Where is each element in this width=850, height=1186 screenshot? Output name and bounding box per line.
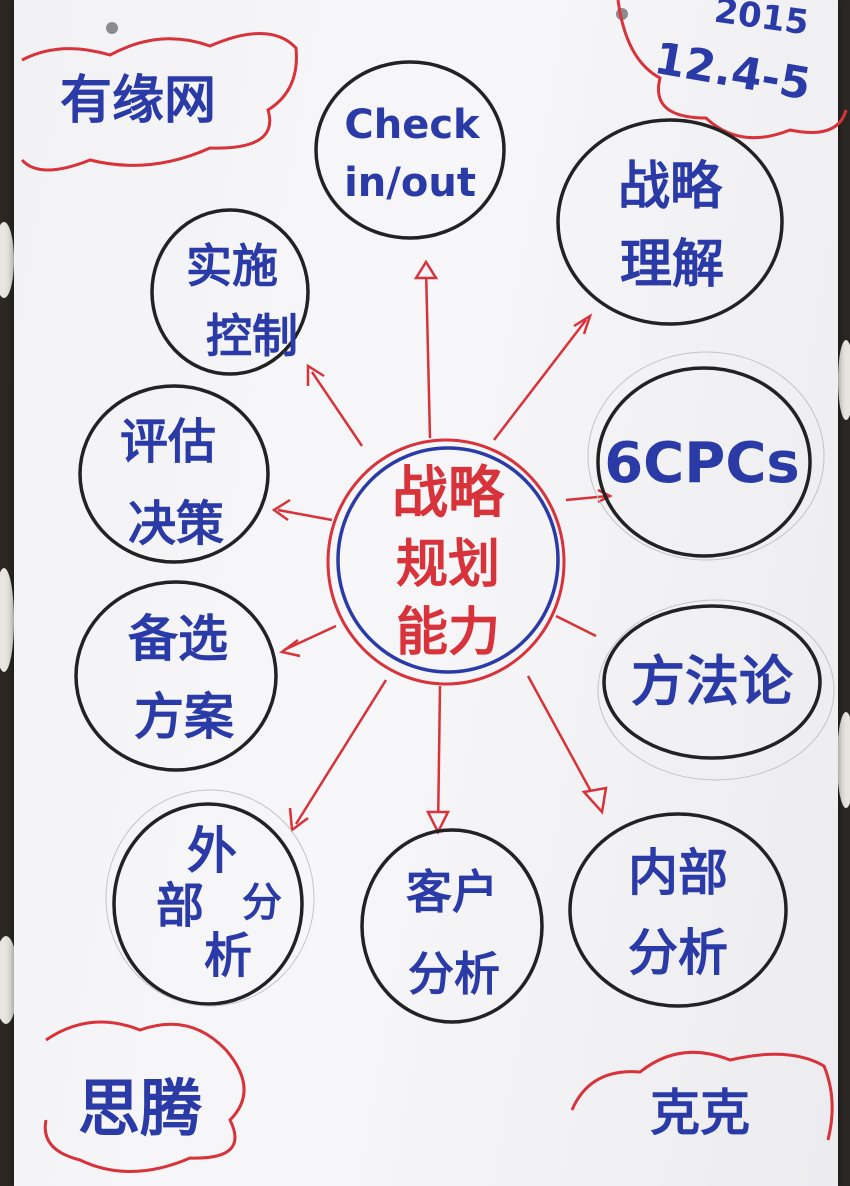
arrow-to-evaluation-decision xyxy=(277,508,333,522)
strategy-understanding-line-1: 战略 xyxy=(618,157,723,217)
external-analysis-line-1: 外 xyxy=(187,822,237,880)
center-line-2: 规划 xyxy=(396,535,500,595)
binder-hole xyxy=(106,22,118,34)
six-cpcs-label: 6CPCs xyxy=(604,431,800,496)
circle-evaluation-decision xyxy=(78,384,270,564)
arrow-to-6cpcs xyxy=(565,494,609,502)
arrow-to-implementation-control xyxy=(310,371,364,447)
check-line-2: in/out xyxy=(344,160,476,206)
circle-implementation-control xyxy=(150,208,310,376)
flip-chart-paper xyxy=(14,0,838,1186)
alternatives-line-1: 备选 xyxy=(128,610,228,668)
bottom-right-label: 克克 xyxy=(650,1084,750,1142)
circle-methodology xyxy=(602,604,822,760)
center-line-3: 能力 xyxy=(396,603,500,663)
cloud-bottom-right xyxy=(570,1050,834,1141)
customer-analysis-line-1: 客户 xyxy=(406,865,498,919)
circle-internal-analysis xyxy=(568,812,788,1008)
arrow-to-customer-analysis xyxy=(436,685,442,831)
center-line-1: 战略 xyxy=(392,461,505,526)
cloud-top-right xyxy=(616,0,848,140)
date-days: 12.4-5 xyxy=(651,33,815,111)
circle-6cpcs xyxy=(596,366,812,558)
arrow-to-methodology xyxy=(555,614,597,638)
external-analysis-line-3: 分 xyxy=(242,880,282,926)
external-analysis-line-2: 部 xyxy=(156,878,204,934)
implementation-control-line-1: 实施 xyxy=(186,239,278,293)
top-left-label: 有缘网 xyxy=(60,71,216,131)
internal-analysis-line-1: 内部 xyxy=(628,844,728,902)
methodology-label: 方法论 xyxy=(631,650,794,713)
circle-external-analysis xyxy=(112,802,304,1006)
arrow-to-external-analysis xyxy=(294,679,388,825)
cloud-bottom-left xyxy=(43,1020,246,1173)
circle-strategy-understanding xyxy=(556,118,784,326)
customer-analysis-line-2: 分析 xyxy=(408,947,500,1001)
internal-analysis-line-2: 分析 xyxy=(628,924,728,982)
bottom-left-label: 思腾 xyxy=(78,1072,203,1145)
arrow-to-internal-analysis xyxy=(526,675,602,809)
check-line-1: Check xyxy=(344,102,481,148)
circle-customer-analysis xyxy=(360,828,544,1024)
center-node: 战略 规划 能力 xyxy=(326,438,566,686)
circle-alternatives xyxy=(74,580,278,772)
circle-check xyxy=(314,60,506,240)
external-analysis-line-4: 析 xyxy=(204,928,252,984)
cloud-top-left xyxy=(20,32,298,172)
date-year: 2015 xyxy=(712,0,811,43)
arrow-to-strategy-understanding xyxy=(493,319,587,441)
implementation-control-line-2: 控制 xyxy=(206,309,298,363)
evaluation-decision-line-2: 决策 xyxy=(128,496,224,552)
arrow-to-alternatives xyxy=(283,624,337,652)
arrow-set xyxy=(271,259,613,835)
alternatives-line-2: 方案 xyxy=(134,688,235,746)
arrow-to-check xyxy=(424,267,432,439)
evaluation-decision-line-1: 评估 xyxy=(120,414,216,470)
strategy-understanding-line-2: 理解 xyxy=(620,235,724,295)
